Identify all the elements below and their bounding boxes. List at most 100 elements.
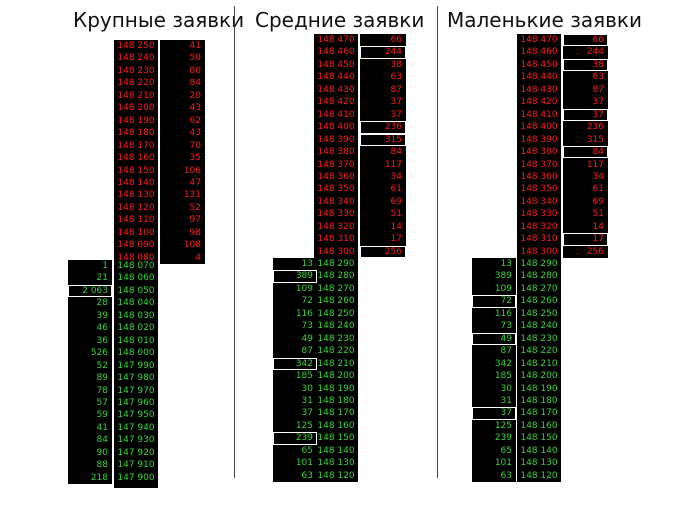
bid-volume[interactable]: 125 <box>295 420 313 431</box>
bid-volume[interactable]: 31 <box>500 395 512 406</box>
bid-volume[interactable]: 46 <box>96 323 108 334</box>
ask-volume[interactable]: 51 <box>592 209 604 220</box>
bid-volume-highlighted[interactable]: 342 <box>273 357 317 371</box>
bid-volume[interactable]: 89 <box>96 373 108 384</box>
bid-volume[interactable]: 52 <box>96 360 108 371</box>
ask-volume[interactable]: 47 <box>189 177 201 188</box>
bid-volume[interactable]: 65 <box>500 445 512 456</box>
bid-volume[interactable]: 30 <box>500 383 512 394</box>
ask-volume-highlighted[interactable]: 38 <box>563 58 608 72</box>
ask-volume[interactable]: 236 <box>586 122 604 133</box>
bid-volume[interactable]: 21 <box>96 273 108 284</box>
bid-volume[interactable]: 13 <box>500 259 512 269</box>
bid-volume[interactable]: 90 <box>96 447 108 458</box>
bid-volume[interactable]: 239 <box>494 433 512 444</box>
ask-volume-highlighted[interactable]: 37 <box>563 108 608 122</box>
bid-volume-highlighted[interactable]: 37 <box>472 407 516 420</box>
ask-volume[interactable]: 50 <box>189 53 201 64</box>
bid-volume[interactable]: 36 <box>96 335 108 346</box>
bid-volume[interactable]: 389 <box>494 271 512 282</box>
bid-volume-highlighted[interactable]: 72 <box>472 295 516 308</box>
bid-volume[interactable]: 13 <box>301 259 313 269</box>
ask-volume[interactable]: 51 <box>390 209 402 220</box>
bid-volume[interactable]: 116 <box>494 308 512 319</box>
ask-volume[interactable]: 98 <box>189 227 201 238</box>
bid-volume[interactable]: 57 <box>96 397 108 408</box>
ask-volume[interactable]: 315 <box>586 134 604 145</box>
ask-volume[interactable]: 43 <box>189 103 201 114</box>
bid-volume[interactable]: 185 <box>494 371 512 382</box>
bid-volume[interactable]: 37 <box>301 408 313 419</box>
bid-volume-highlighted[interactable]: 2 063 <box>68 284 112 298</box>
ask-volume[interactable]: 108 <box>183 240 201 251</box>
ask-volume-highlighted[interactable]: 17 <box>563 233 608 246</box>
bid-volume[interactable]: 39 <box>96 310 108 321</box>
ask-volume[interactable]: 34 <box>390 171 402 182</box>
ask-volume[interactable]: 63 <box>390 72 402 83</box>
bid-volume[interactable]: 84 <box>96 435 108 446</box>
ask-volume[interactable]: 117 <box>384 159 402 170</box>
ask-volume[interactable]: 69 <box>592 196 604 207</box>
ask-volume-highlighted[interactable]: 244 <box>360 46 406 59</box>
bid-volume[interactable]: 342 <box>494 358 512 369</box>
ask-volume-highlighted[interactable]: 66 <box>563 34 608 47</box>
bid-volume[interactable]: 73 <box>500 321 512 332</box>
bid-volume-highlighted[interactable]: 389 <box>273 270 317 283</box>
bid-volume[interactable]: 101 <box>494 458 512 469</box>
bid-volume[interactable]: 88 <box>96 460 108 471</box>
ask-volume[interactable]: 106 <box>183 165 201 176</box>
bid-volume[interactable]: 63 <box>301 470 313 481</box>
bid-volume[interactable]: 101 <box>295 458 313 469</box>
ask-volume-highlighted[interactable]: 315 <box>360 133 406 147</box>
bid-volume[interactable]: 28 <box>96 298 108 309</box>
bid-volume[interactable]: 109 <box>295 283 313 294</box>
ask-volume-highlighted[interactable]: 236 <box>360 121 406 134</box>
ask-volume[interactable]: 20 <box>189 90 201 101</box>
bid-volume[interactable]: 59 <box>96 410 108 421</box>
ask-volume[interactable]: 17 <box>390 234 402 245</box>
ask-volume[interactable]: 84 <box>390 147 402 158</box>
ask-volume-highlighted[interactable]: 84 <box>563 146 608 159</box>
ask-volume[interactable]: 117 <box>586 159 604 170</box>
bid-volume[interactable]: 87 <box>500 346 512 357</box>
ask-volume[interactable]: 37 <box>390 109 402 120</box>
ask-volume[interactable]: 61 <box>390 184 402 195</box>
bid-volume[interactable]: 30 <box>301 383 313 394</box>
bid-volume[interactable]: 1 <box>102 261 108 271</box>
ask-volume[interactable]: 52 <box>189 202 201 213</box>
ask-volume[interactable]: 84 <box>189 78 201 89</box>
ask-volume[interactable]: 43 <box>189 128 201 139</box>
bid-volume[interactable]: 109 <box>494 283 512 294</box>
ask-volume[interactable]: 37 <box>592 97 604 108</box>
ask-volume[interactable]: 80 <box>189 65 201 76</box>
ask-volume[interactable]: 70 <box>189 140 201 151</box>
ask-volume[interactable]: 4 <box>195 252 201 263</box>
bid-volume[interactable]: 63 <box>500 470 512 481</box>
bid-volume-highlighted[interactable]: 239 <box>273 432 317 445</box>
ask-volume[interactable]: 14 <box>592 221 604 232</box>
ask-volume[interactable]: 87 <box>592 84 604 95</box>
bid-volume[interactable]: 41 <box>96 422 108 433</box>
bid-volume[interactable]: 87 <box>301 346 313 357</box>
ask-volume[interactable]: 244 <box>586 47 604 58</box>
bid-volume[interactable]: 65 <box>301 445 313 456</box>
bid-volume[interactable]: 73 <box>301 321 313 332</box>
ask-volume[interactable]: 61 <box>592 184 604 195</box>
ask-volume[interactable]: 38 <box>390 59 402 70</box>
ask-volume[interactable]: 69 <box>390 196 402 207</box>
bid-volume[interactable]: 526 <box>90 348 108 359</box>
ask-volume[interactable]: 256 <box>586 246 604 257</box>
bid-volume[interactable]: 125 <box>494 420 512 431</box>
ask-volume[interactable]: 35 <box>189 153 201 164</box>
bid-volume[interactable]: 116 <box>295 308 313 319</box>
ask-volume[interactable]: 14 <box>390 221 402 232</box>
ask-volume[interactable]: 37 <box>390 97 402 108</box>
ask-volume[interactable]: 87 <box>390 84 402 95</box>
bid-volume[interactable]: 78 <box>96 385 108 396</box>
bid-volume[interactable]: 218 <box>90 472 108 483</box>
ask-volume[interactable]: 97 <box>189 215 201 226</box>
bid-volume[interactable]: 72 <box>301 296 313 307</box>
bid-volume[interactable]: 185 <box>295 371 313 382</box>
bid-volume[interactable]: 49 <box>301 333 313 344</box>
ask-volume[interactable]: 66 <box>390 35 402 45</box>
